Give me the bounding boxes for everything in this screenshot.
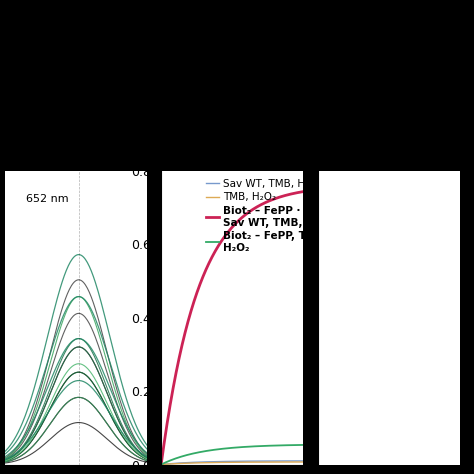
Legend: Sav WT, TMB, H₂O₂, TMB, H₂O₂, Biot₂ – FePP ·
Sav WT, TMB, H₂O₂, Biot₂ – FePP, TM: Sav WT, TMB, H₂O₂, TMB, H₂O₂, Biot₂ – Fe… [206, 179, 332, 253]
Text: 652 nm: 652 nm [26, 194, 69, 204]
